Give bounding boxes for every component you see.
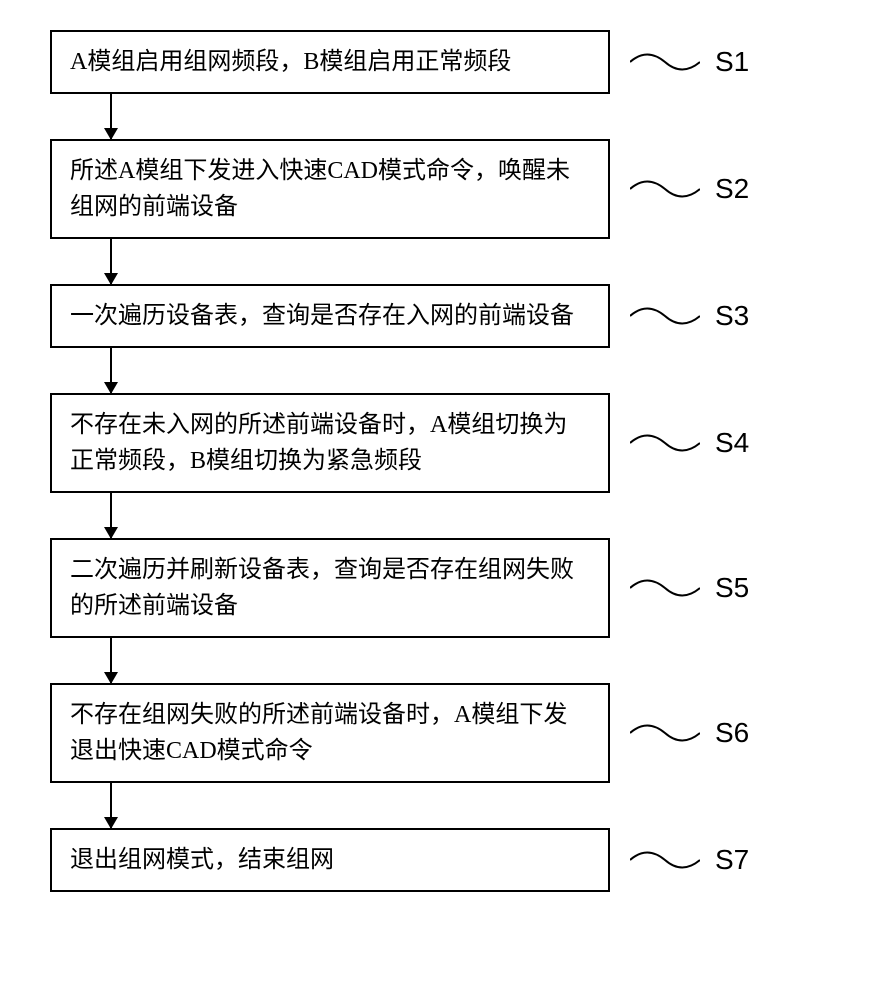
step-text: 不存在未入网的所述前端设备时，A模组切换为正常频段，B模组切换为紧急频段 (70, 412, 567, 474)
wave-icon (630, 174, 700, 204)
wave-icon (630, 845, 700, 875)
step-label: S4 (715, 427, 749, 459)
step-box-s1: A模组启用组网频段，B模组启用正常频段 (50, 30, 610, 94)
arrow-container (50, 493, 610, 538)
step-box-s6: 不存在组网失败的所述前端设备时，A模组下发退出快速CAD模式命令 (50, 683, 610, 783)
wave-icon (630, 428, 700, 458)
arrow-container (50, 94, 610, 139)
arrow-icon (110, 348, 112, 393)
step-label: S5 (715, 572, 749, 604)
step-box-s3: 一次遍历设备表，查询是否存在入网的前端设备 (50, 284, 610, 348)
step-text: 一次遍历设备表，查询是否存在入网的前端设备 (70, 303, 574, 329)
step-label: S1 (715, 46, 749, 78)
arrow-container (50, 638, 610, 683)
step-row: 不存在未入网的所述前端设备时，A模组切换为正常频段，B模组切换为紧急频段 S4 (50, 393, 878, 493)
arrow-container (50, 239, 610, 284)
flowchart-container: A模组启用组网频段，B模组启用正常频段 S1 所述A模组下发进入快速CAD模式命… (0, 30, 878, 892)
step-text: 退出组网模式，结束组网 (70, 847, 334, 873)
step-row: 所述A模组下发进入快速CAD模式命令，唤醒未组网的前端设备 S2 (50, 139, 878, 239)
wave-icon (630, 573, 700, 603)
arrow-icon (110, 493, 112, 538)
step-label: S2 (715, 173, 749, 205)
step-row: 不存在组网失败的所述前端设备时，A模组下发退出快速CAD模式命令 S6 (50, 683, 878, 783)
step-text: 二次遍历并刷新设备表，查询是否存在组网失败的所述前端设备 (70, 557, 574, 619)
step-label: S6 (715, 717, 749, 749)
step-box-s5: 二次遍历并刷新设备表，查询是否存在组网失败的所述前端设备 (50, 538, 610, 638)
step-row: 退出组网模式，结束组网 S7 (50, 828, 878, 892)
arrow-icon (110, 783, 112, 828)
arrow-container (50, 783, 610, 828)
wave-connector: S5 (630, 572, 749, 604)
wave-connector: S2 (630, 173, 749, 205)
wave-connector: S3 (630, 300, 749, 332)
step-row: 二次遍历并刷新设备表，查询是否存在组网失败的所述前端设备 S5 (50, 538, 878, 638)
wave-icon (630, 718, 700, 748)
step-box-s4: 不存在未入网的所述前端设备时，A模组切换为正常频段，B模组切换为紧急频段 (50, 393, 610, 493)
step-label: S3 (715, 300, 749, 332)
step-text: A模组启用组网频段，B模组启用正常频段 (70, 49, 511, 75)
step-box-s2: 所述A模组下发进入快速CAD模式命令，唤醒未组网的前端设备 (50, 139, 610, 239)
wave-connector: S4 (630, 427, 749, 459)
wave-connector: S6 (630, 717, 749, 749)
wave-connector: S1 (630, 46, 749, 78)
wave-icon (630, 47, 700, 77)
step-label: S7 (715, 844, 749, 876)
wave-icon (630, 301, 700, 331)
step-box-s7: 退出组网模式，结束组网 (50, 828, 610, 892)
arrow-container (50, 348, 610, 393)
arrow-icon (110, 638, 112, 683)
step-row: 一次遍历设备表，查询是否存在入网的前端设备 S3 (50, 284, 878, 348)
step-text: 不存在组网失败的所述前端设备时，A模组下发退出快速CAD模式命令 (70, 702, 567, 764)
step-row: A模组启用组网频段，B模组启用正常频段 S1 (50, 30, 878, 94)
step-text: 所述A模组下发进入快速CAD模式命令，唤醒未组网的前端设备 (70, 158, 570, 220)
arrow-icon (110, 239, 112, 284)
arrow-icon (110, 94, 112, 139)
wave-connector: S7 (630, 844, 749, 876)
